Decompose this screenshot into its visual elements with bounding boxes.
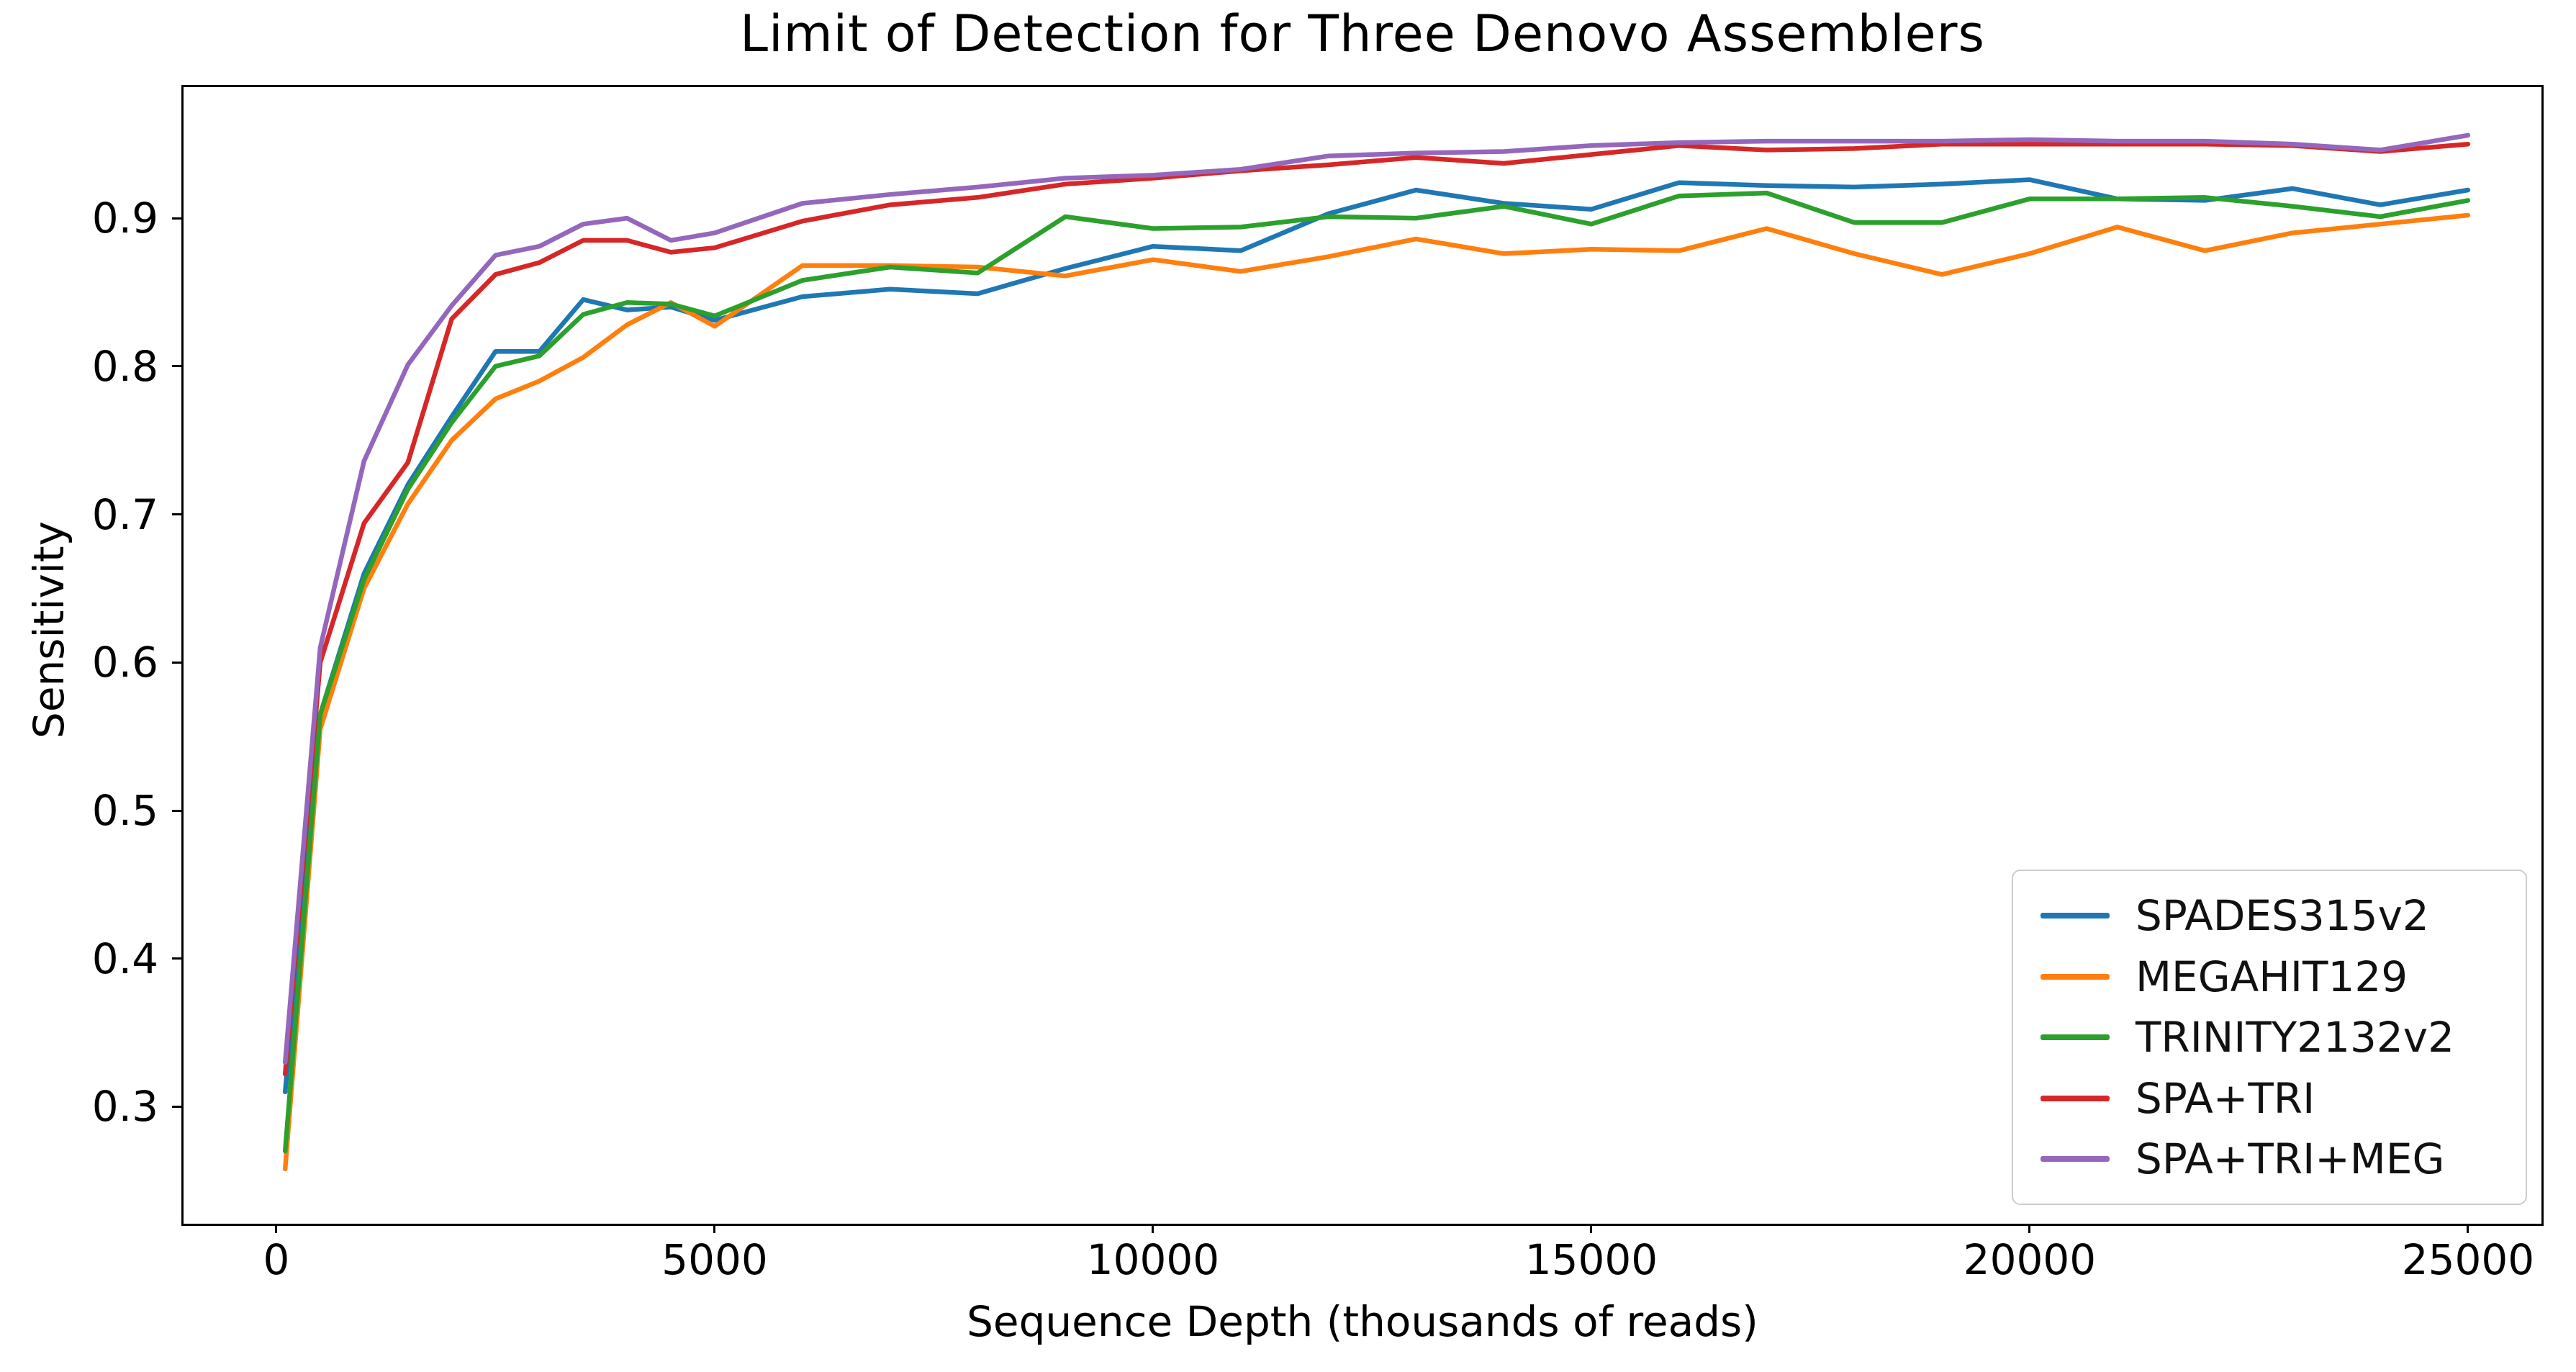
series-line-spa-tri [282, 141, 2471, 1077]
y-tick-mark [172, 365, 181, 368]
legend-line-swatch-megahit [2041, 973, 2110, 980]
x-tick-mark [2028, 1224, 2031, 1233]
x-tick-label: 5000 [661, 1235, 768, 1284]
y-tick-label: 0.9 [91, 194, 158, 243]
legend-entry: SPA+TRI [2041, 1073, 2518, 1124]
x-tick-mark [1152, 1224, 1154, 1233]
legend-label: SPA+TRI+MEG [2136, 1134, 2445, 1183]
y-tick-label: 0.6 [91, 638, 158, 687]
x-tick-label: 10000 [1086, 1235, 1220, 1284]
x-tick-label: 25000 [2401, 1235, 2535, 1284]
y-tick-mark [172, 809, 181, 812]
series-line-spades315v2 [282, 177, 2471, 1095]
legend-entry: MEGAHIT129 [2041, 951, 2518, 1003]
legend-entry: SPA+TRI+MEG [2041, 1133, 2518, 1185]
legend-entry: SPADES315v2 [2041, 890, 2518, 942]
legend-line-swatch-spa-tri-meg [2041, 1156, 2110, 1162]
y-tick-label: 0.5 [91, 786, 158, 835]
x-axis-label: Sequence Depth (thousands of reads) [967, 1297, 1758, 1346]
y-tick-mark [172, 661, 181, 664]
series-line-spa-tri-meg [282, 132, 2471, 1065]
series-line-trinity2132v2 [282, 190, 2471, 1154]
legend-label: SPA+TRI [2136, 1073, 2315, 1123]
y-tick-label: 0.4 [91, 934, 158, 983]
y-tick-mark [172, 513, 181, 516]
x-tick-mark [713, 1224, 716, 1233]
y-axis-label: Sensitivity [24, 521, 73, 739]
y-tick-label: 0.3 [91, 1082, 158, 1132]
chart-title: Limit of Detection for Three Denovo Asse… [740, 4, 1985, 63]
legend-line-swatch-spades [2041, 913, 2110, 919]
x-tick-mark [2467, 1224, 2469, 1233]
x-tick-mark [275, 1224, 278, 1233]
plot-area [181, 85, 2544, 1226]
legend-label: SPADES315v2 [2136, 891, 2429, 940]
y-tick-label: 0.7 [91, 489, 158, 539]
legend-entry: TRINITY2132v2 [2041, 1011, 2518, 1063]
series-line-megahit129 [282, 212, 2471, 1172]
y-tick-mark [172, 1105, 181, 1108]
x-tick-label: 0 [263, 1235, 290, 1284]
x-tick-mark [1590, 1224, 1593, 1233]
x-tick-label: 15000 [1524, 1235, 1658, 1284]
y-tick-label: 0.8 [91, 341, 158, 391]
legend: SPADES315v2 MEGAHIT129 TRINITY2132v2 SPA… [2012, 870, 2527, 1205]
legend-label: TRINITY2132v2 [2136, 1013, 2455, 1062]
y-tick-mark [172, 957, 181, 960]
line-plot [282, 132, 2471, 1172]
x-tick-label: 20000 [1963, 1235, 2097, 1284]
legend-line-swatch-trinity [2041, 1034, 2110, 1040]
legend-label: MEGAHIT129 [2136, 952, 2408, 1001]
legend-line-swatch-spa-tri [2041, 1095, 2110, 1101]
y-tick-mark [172, 217, 181, 220]
